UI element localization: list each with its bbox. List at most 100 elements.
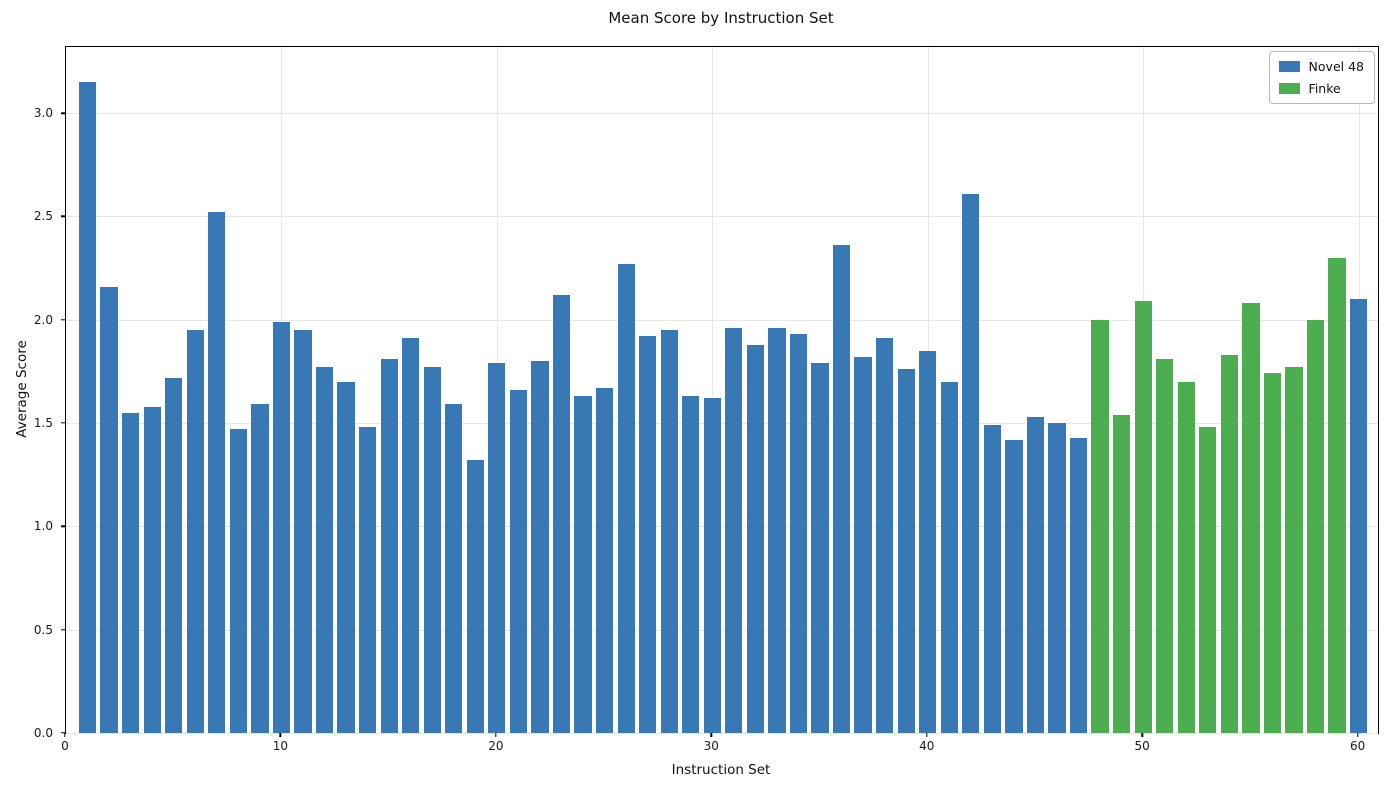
bar-57 [1285,367,1303,733]
bar-9 [251,404,269,733]
finke-swatch-icon [1278,83,1300,94]
bar-38 [876,338,894,733]
gridline-vertical [712,47,714,733]
bar-48 [1091,319,1109,733]
bar-18 [445,404,463,733]
y-tick-label: 1.0 [33,519,53,534]
bar-8 [229,429,247,733]
legend-item-novel-48: Novel 48 [1278,59,1364,74]
x-tick-mark [1356,733,1359,738]
bar-39 [897,369,915,733]
gridline-horizontal [66,113,1378,115]
bar-23 [552,294,571,733]
bar-58 [1306,319,1325,733]
x-tick-mark [64,733,66,738]
y-tick-label: 3.0 [33,106,53,121]
bar-7 [208,212,226,733]
y-tick-mark [60,422,65,424]
x-axis-label: Instruction Set [671,762,771,778]
x-tick-mark [279,733,282,738]
y-tick-mark [60,319,65,321]
legend-label: Finke [1308,81,1341,96]
bar-15 [380,359,398,733]
bar-24 [574,396,592,733]
legend-label: Novel 48 [1308,59,1364,74]
bar-17 [423,367,441,733]
bar-47 [1069,437,1088,733]
bar-29 [682,396,700,733]
bar-21 [509,390,528,733]
y-tick-label: 1.5 [33,416,53,431]
bar-50 [1134,301,1152,733]
bar-55 [1242,303,1260,733]
bar-52 [1177,381,1195,733]
bar-36 [832,245,851,733]
bar-26 [617,263,635,733]
x-tick-mark [926,733,928,738]
gridline-horizontal [66,216,1378,218]
bar-16 [402,338,420,733]
bar-1 [78,82,97,733]
y-tick-mark [60,112,65,114]
bar-28 [660,330,678,733]
y-tick-label: 0.0 [33,726,53,740]
y-tick-mark [60,525,65,528]
y-tick-label: 2.0 [33,312,53,327]
y-tick-label: 2.5 [33,209,53,224]
x-tick-label: 10 [272,739,289,753]
bar-43 [983,425,1001,733]
bar-53 [1199,427,1217,733]
legend-item-finke: Finke [1278,81,1364,96]
bar-5 [165,377,183,733]
bar-27 [639,336,657,733]
bar-13 [337,381,355,733]
legend: Novel 48 Finke [1268,51,1375,104]
bar-59 [1328,257,1346,733]
bar-56 [1263,373,1282,733]
x-tick-mark [495,733,497,738]
y-tick-mark [60,732,65,734]
x-tick-mark [710,733,712,738]
bar-51 [1156,359,1174,733]
gridline-horizontal [66,423,1378,425]
bar-35 [811,363,829,733]
bar-41 [940,381,958,733]
novel-48-swatch-icon [1278,61,1300,72]
bar-3 [122,412,140,733]
bar-32 [746,344,764,733]
x-tick-mark [1141,733,1143,738]
bar-22 [531,361,549,733]
x-tick-label: 0 [61,739,69,753]
plot-area [60,46,1379,734]
bar-6 [186,330,204,733]
chart-title: Mean Score by Instruction Set [608,9,834,27]
gridline-horizontal [66,733,1378,734]
y-axis-label: Average Score [14,340,30,438]
bar-60 [1349,299,1368,733]
bar-49 [1113,414,1131,733]
bar-14 [358,427,377,733]
bar-37 [854,356,872,733]
gridline-horizontal [66,526,1378,528]
x-tick-label: 20 [488,739,504,753]
x-tick-label: 30 [703,739,719,753]
x-tick-label: 60 [1349,739,1366,753]
bar-46 [1048,423,1066,733]
x-tick-label: 50 [1134,739,1150,753]
x-tick-label: 40 [919,739,935,753]
bar-20 [488,363,506,733]
bar-30 [703,398,721,733]
bar-10 [272,321,291,733]
gridline-horizontal [66,629,1378,631]
bar-42 [962,193,980,733]
bar-40 [919,350,937,733]
bar-11 [294,330,312,733]
bar-12 [315,367,334,733]
bar-19 [466,460,484,733]
bar-44 [1005,439,1023,733]
bar-54 [1220,354,1238,733]
y-tick-mark [60,628,65,631]
bar-31 [725,328,743,733]
gridline-horizontal [66,319,1378,321]
